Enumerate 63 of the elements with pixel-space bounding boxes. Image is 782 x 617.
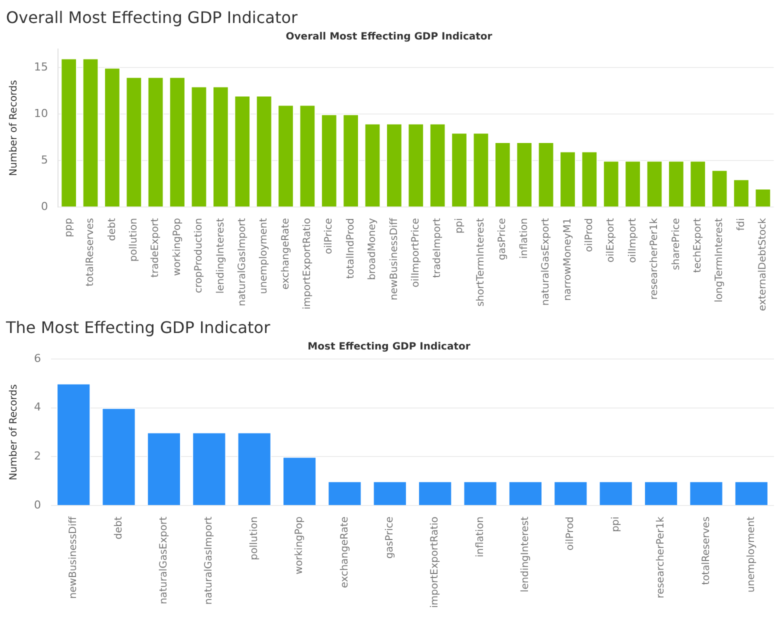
x-tick-label: importExportRatio — [430, 516, 441, 608]
x-tick-label: exchangeRate — [339, 516, 350, 588]
x-tick-label: tradeImport — [432, 218, 444, 278]
y-tick-label: 10 — [34, 106, 48, 120]
x-tick-label: debt — [106, 218, 118, 241]
x-tick-label: oilImport — [627, 218, 638, 263]
x-tick-label: inflation — [474, 516, 486, 558]
x-tick-label: techExport — [692, 218, 704, 273]
x-tick-label: workingPop — [294, 516, 306, 574]
x-tick-label: exchangeRate — [280, 218, 292, 290]
x-tick-label: unemployment — [746, 516, 757, 592]
x-tick-label: externalDebtStock — [758, 218, 769, 312]
x-tick-label: oilProd — [584, 218, 596, 252]
x-tick-label: oilProd — [565, 516, 576, 550]
x-tick-label: ppp — [63, 218, 74, 238]
x-tick-label: ppi — [610, 516, 622, 532]
x-tick-label: lendingInterest — [215, 218, 226, 294]
x-tick-label: shortTermInterest — [476, 218, 487, 307]
x-tick-label: ppi — [454, 218, 465, 234]
x-tick-label: debt — [113, 516, 124, 540]
y-tick-label: 0 — [40, 200, 48, 213]
x-tick-label: gasPrice — [497, 218, 508, 260]
y-tick-label: 6 — [34, 352, 41, 365]
x-tick-label: pollution — [128, 218, 140, 262]
x-tick-label: broadMoney — [367, 218, 378, 280]
y-tick-label: 0 — [34, 498, 41, 512]
x-tick-label: naturalGasImport — [236, 218, 248, 306]
x-tick-label: naturalGasImport — [204, 516, 215, 605]
x-tick-label: cropProduction — [194, 218, 205, 294]
x-tick-label: unemployment — [258, 218, 270, 294]
chart-title: Overall Most Effecting GDP Indicator — [5, 7, 299, 29]
x-tick-label: fdi — [736, 218, 747, 231]
chart-subtitle: Most Effecting GDP Indicator — [308, 342, 470, 353]
y-axis-title: Number of Records — [8, 384, 20, 480]
x-tick-label: naturalGasExport — [158, 516, 170, 604]
x-tick-label: longTermInterest — [714, 218, 726, 302]
x-tick-label: pollution — [248, 516, 260, 560]
x-tick-label: researcherPer1k — [656, 516, 667, 598]
x-tick-label: importExportRatio — [302, 218, 314, 310]
y-tick-label: 2 — [34, 450, 41, 463]
x-tick-label: totalIndProd — [345, 218, 356, 279]
x-tick-label: oilImportPrice — [410, 218, 422, 288]
x-tick-label: oilExport — [606, 218, 617, 262]
chart-subtitle: Overall Most Effecting GDP Indicator — [286, 32, 492, 43]
x-tick-label: lendingInterest — [520, 516, 532, 592]
x-tick-label: narrowMoneyM1 — [562, 218, 574, 301]
chart-title: The Most Effecting GDP Indicator — [5, 317, 272, 339]
x-tick-label: totalReserves — [700, 516, 712, 585]
x-tick-label: workingPop — [172, 218, 183, 276]
x-tick-label: inflation — [518, 218, 530, 259]
y-axis-title: Number of Records — [8, 80, 20, 176]
x-tick-label: gasPrice — [384, 516, 396, 559]
x-tick-label: tradeExport — [150, 218, 162, 278]
x-tick-label: sharePrice — [670, 218, 682, 270]
x-tick-label: oilPrice — [324, 218, 335, 254]
y-tick-label: 15 — [34, 60, 48, 74]
x-tick-label: totalReserves — [85, 218, 96, 286]
x-tick-label: naturalGasExport — [540, 218, 552, 306]
x-tick-label: newBusinessDiff — [388, 216, 400, 300]
y-tick-label: 5 — [40, 153, 48, 166]
y-tick-label: 4 — [34, 400, 41, 414]
x-tick-label: researcherPer1k — [649, 218, 660, 300]
x-tick-label: newBusinessDiff — [68, 515, 80, 599]
